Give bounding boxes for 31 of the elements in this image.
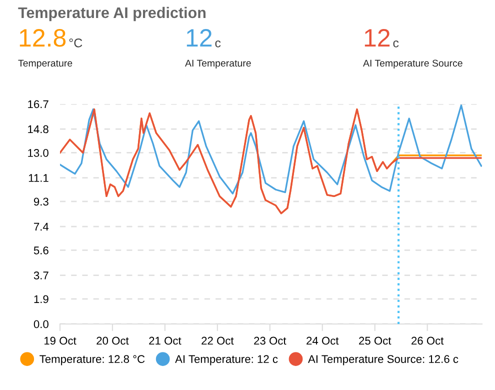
text: AI Temperature Source xyxy=(363,60,462,69)
text: 12 xyxy=(364,29,390,46)
y-tick-label: 5.6 xyxy=(34,246,48,254)
text: 12.8 xyxy=(20,29,66,47)
y-tick-label: 16.7 xyxy=(28,100,48,108)
y-tick-label: 9.3 xyxy=(34,198,48,206)
y-tick-label: 0.0 xyxy=(34,320,48,328)
x-tick-label: 19 Oct xyxy=(44,336,76,345)
text: c xyxy=(215,40,221,48)
legend-label: AI Temperature Source: 12.6 c xyxy=(308,355,458,366)
text: °C xyxy=(69,38,82,48)
text: Temperature xyxy=(18,60,72,69)
x-tick-label: 23 Oct xyxy=(254,336,286,345)
x-tick-label: 25 Oct xyxy=(359,336,392,345)
y-tick-label: 13.0 xyxy=(28,149,48,157)
text: AI Temperature xyxy=(185,60,251,69)
x-tick-label: 21 Oct xyxy=(149,336,182,345)
y-tick-label: 11.1 xyxy=(28,174,48,182)
text: c xyxy=(393,40,399,48)
legend-label: Temperature: 12.8 °C xyxy=(40,355,145,366)
chart-title: Temperature AI prediction xyxy=(18,6,206,22)
y-tick-label: 3.7 xyxy=(34,272,48,280)
y-tick-label: 1.9 xyxy=(34,295,48,304)
y-tick-label: 14.8 xyxy=(28,125,48,134)
legend-label: AI Temperature: 12 c xyxy=(175,355,278,366)
text: 12 xyxy=(186,29,212,46)
x-tick-label: 24 Oct xyxy=(306,336,339,345)
x-tick-label: 22 Oct xyxy=(202,336,234,345)
x-tick-label: 20 Oct xyxy=(96,336,129,345)
y-tick-label: 7.4 xyxy=(34,222,49,231)
x-tick-label: 26 Oct xyxy=(412,336,444,345)
